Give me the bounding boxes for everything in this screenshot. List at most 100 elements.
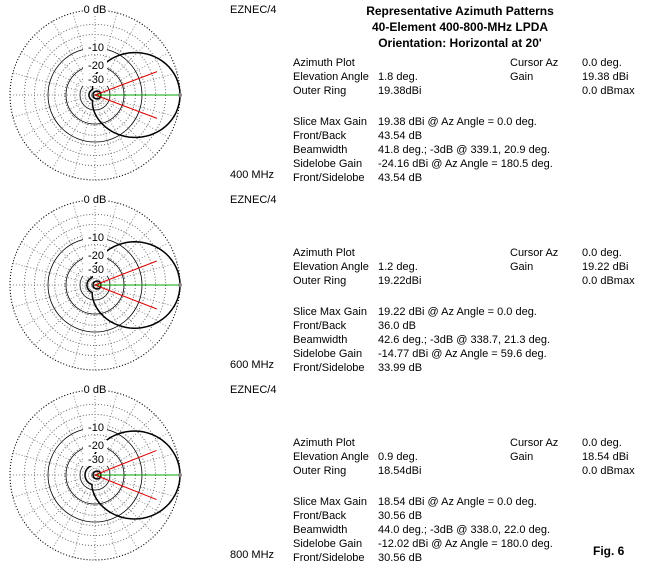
spoke [52,94,96,169]
frequency-label: 600 MHz [230,359,274,371]
slice-label: Front/Back [293,320,347,332]
spoke [94,284,178,308]
cursor-dot [178,283,182,287]
slice-value: 18.54 dBi @ Az Angle = 0.0 deg. [378,496,537,508]
spoke [12,94,96,118]
pattern [84,430,181,520]
cursor-value: 19.38 dBi [582,71,628,83]
label-bg [83,60,107,72]
ring-label: -20 [88,440,104,452]
spoke [94,94,118,178]
beam-line [94,94,158,119]
label-bg [83,384,107,396]
spoke [94,94,178,118]
spoke [12,452,96,476]
pattern [86,241,181,329]
spoke [94,242,169,286]
ring-label: -10 [88,422,104,434]
beam-line [94,260,157,286]
beam-line [94,474,157,501]
spoke [21,52,96,96]
cursor-value: 0.0 dBmax [582,275,635,287]
slice-label: Sidelobe Gain [293,538,362,550]
spoke [94,211,138,286]
spoke [94,474,156,536]
slice-label: Front/Sidelobe [293,172,365,184]
slice-value: 33.99 dB [378,362,422,374]
slice-value: 43.54 dB [378,172,422,184]
spoke [21,242,96,286]
spoke [12,72,96,96]
beam-line [94,284,157,310]
slice-value: -24.16 dBi @ Az Angle = 180.5 deg. [378,158,553,170]
cursor-label: Cursor Az [510,247,558,259]
cursor-label: Cursor Az [510,57,558,69]
label-bg [83,250,107,262]
spoke [72,474,96,558]
ring-label: -20 [88,250,104,262]
label-bg [83,194,107,206]
spoke [94,52,169,96]
beam-line [94,71,158,96]
spoke [94,474,118,558]
cursor-value: 0.0 deg. [582,57,622,69]
title-line: Representative Azimuth Patterns [366,4,554,18]
info-value: 19.38dBi [378,85,421,97]
slice-label: Slice Max Gain [293,496,367,508]
ring-label: -20 [88,60,104,72]
spoke [34,34,96,96]
slice-value: -14.77 dBi @ Az Angle = 59.6 deg. [378,348,547,360]
ring-label: -30 [88,454,104,466]
spoke [72,94,96,178]
spoke [94,94,169,138]
info-label: Azimuth Plot [293,247,355,259]
title-line: Orientation: Horizontal at 20' [378,36,542,50]
slice-label: Beamwidth [293,144,347,156]
ring-label: 0 dB [84,194,107,206]
slice-value: 19.38 dBi @ Az Angle = 0.0 deg. [378,116,537,128]
info-label: Azimuth Plot [293,57,355,69]
info-label: Outer Ring [293,275,346,287]
info-label: Azimuth Plot [293,437,355,449]
spoke [94,284,118,368]
ring-label: -10 [88,232,104,244]
info-value: 19.22dBi [378,275,421,287]
spoke [94,284,156,346]
slice-label: Sidelobe Gain [293,348,362,360]
label-bg [83,232,107,244]
label-bg [83,4,107,16]
label-bg [83,42,107,54]
title-line: 40-Element 400-800-MHz LPDA [372,20,548,34]
slice-label: Beamwidth [293,334,347,346]
spoke [12,262,96,286]
spoke [12,284,96,308]
spoke [94,401,138,476]
spoke [94,34,156,96]
slice-label: Slice Max Gain [293,116,367,128]
ring-label: -30 [88,264,104,276]
cursor-value: 19.22 dBi [582,261,628,273]
spoke [94,284,138,359]
spoke [94,432,169,476]
spoke [52,401,96,476]
spoke [12,474,96,498]
slice-value: 41.8 deg.; -3dB @ 339.1, 20.9 deg. [378,144,550,156]
spoke [94,21,138,96]
program-label: EZNEC/4 [230,194,276,206]
label-bg [83,454,107,466]
slice-value: 30.56 dB [378,552,422,564]
spoke [94,94,138,169]
spoke [94,474,138,549]
cursor-dot [178,93,182,97]
label-bg [83,422,107,434]
spoke [72,284,96,368]
slice-value: 30.56 dB [378,510,422,522]
spoke [94,452,178,476]
pattern [88,51,181,139]
cursor-value: 0.0 deg. [582,247,622,259]
spoke [94,94,156,156]
spoke [52,284,96,359]
fig-label: Fig. 6 [593,544,625,558]
cursor-label: Cursor Az [510,437,558,449]
